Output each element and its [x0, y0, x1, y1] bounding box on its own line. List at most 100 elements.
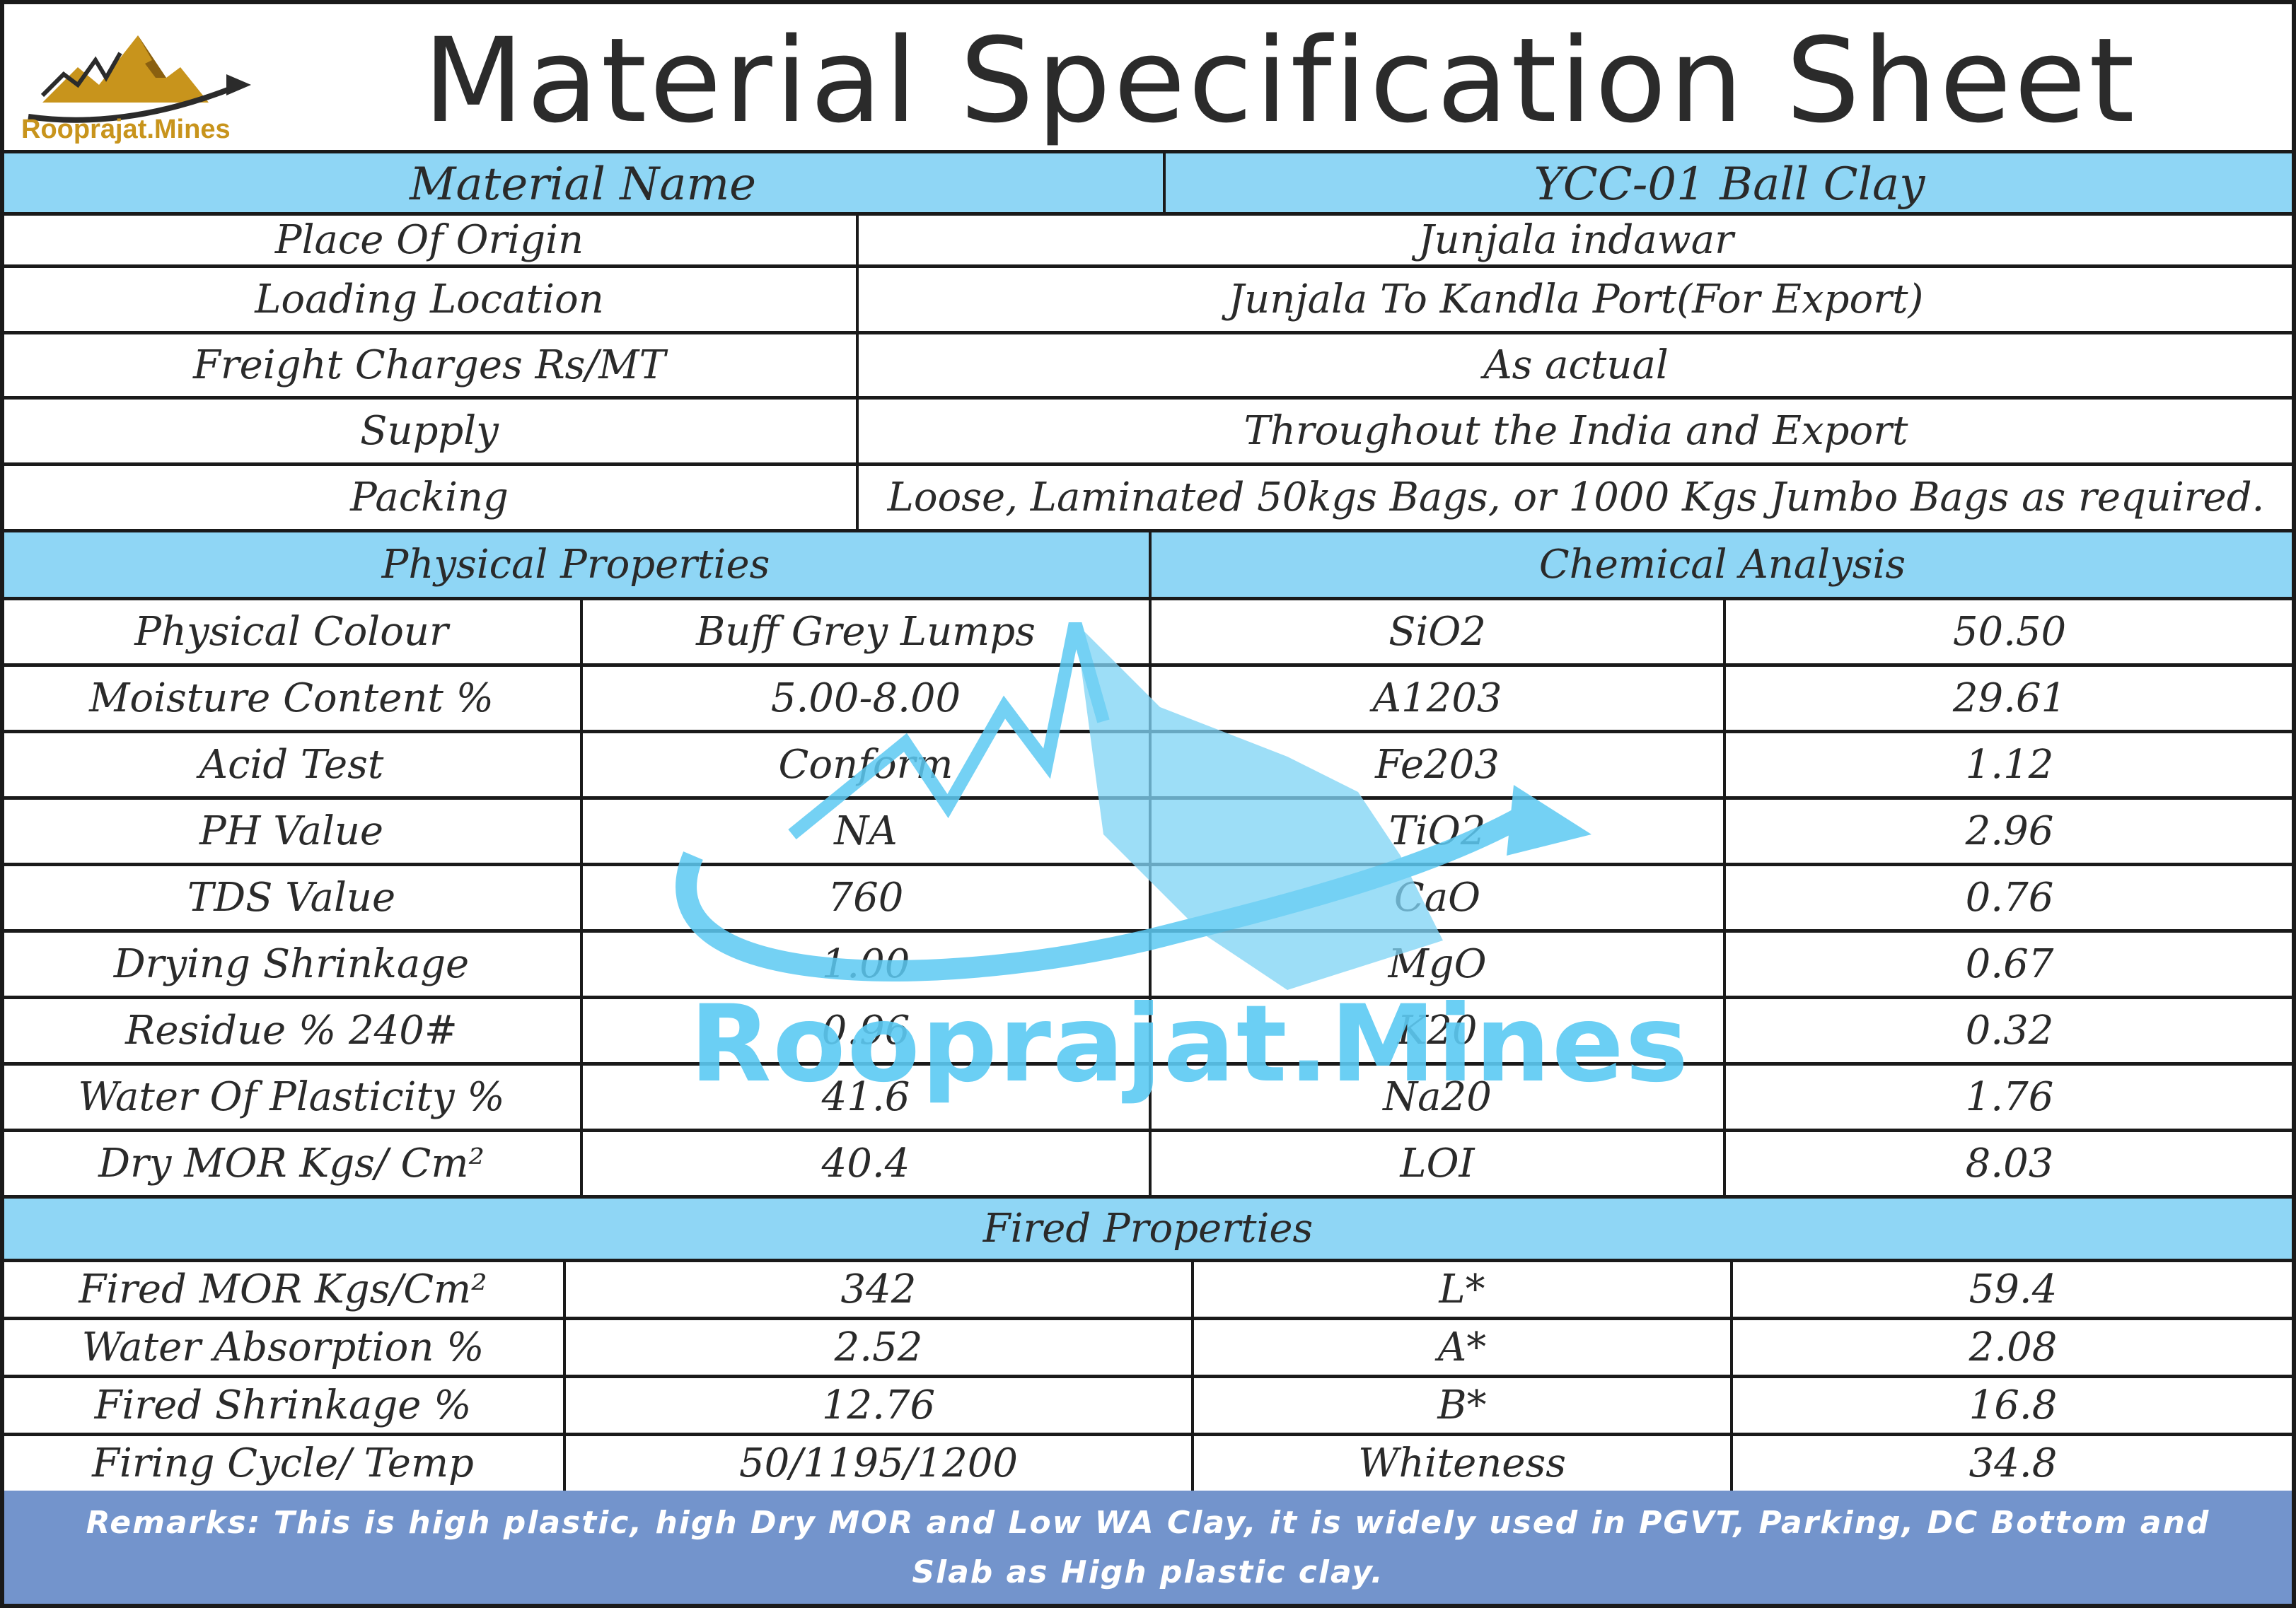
divider	[580, 800, 583, 863]
info-row: Loading Location Junjala To Kandla Port(F…	[3, 264, 2293, 331]
fired-property-value: 12.76	[821, 1382, 936, 1428]
info-row: Freight Charges Rs/MT As actual	[3, 331, 2293, 396]
divider	[580, 1132, 583, 1195]
divider	[1149, 1066, 1152, 1129]
fired-row: Fired Shrinkage % 12.76 B* 16.8	[3, 1375, 2293, 1433]
divider	[580, 999, 583, 1062]
divider	[1723, 1132, 1726, 1195]
color-property-label: Whiteness	[1358, 1440, 1566, 1486]
chemical-compound: Na20	[1383, 1074, 1492, 1120]
divider	[1149, 933, 1152, 996]
watermark-text: Rooprajat.Mines	[690, 983, 1690, 1106]
material-name-value: YCC-01 Ball Clay	[1533, 158, 1925, 211]
divider	[856, 216, 859, 264]
color-property-label: L*	[1439, 1266, 1485, 1312]
fired-properties-heading: Fired Properties	[982, 1206, 1314, 1252]
chemical-compound: K20	[1397, 1008, 1478, 1054]
divider	[1149, 999, 1152, 1062]
divider	[1723, 600, 1726, 663]
divider	[580, 933, 583, 996]
physical-property-label: Moisture Content %	[89, 675, 494, 721]
page-title: Material Specification Sheet	[423, 13, 2138, 148]
info-row: Supply Throughout the India and Export	[3, 396, 2293, 462]
divider	[580, 866, 583, 929]
divider	[580, 600, 583, 663]
info-label: Loading Location	[255, 276, 604, 322]
chemical-value: 50.50	[1952, 609, 2067, 655]
color-property-label: B*	[1437, 1382, 1487, 1428]
chemical-compound: Fe203	[1375, 742, 1500, 788]
fired-property-label: Firing Cycle/ Temp	[92, 1440, 474, 1486]
divider	[580, 733, 583, 796]
divider	[1723, 866, 1726, 929]
physical-property-value: 41.6	[821, 1074, 910, 1120]
physical-row: Physical Colour Buff Grey Lumps SiO2 50.50	[3, 597, 2293, 663]
physical-property-label: Residue % 240#	[125, 1008, 458, 1054]
chemical-value: 1.76	[1965, 1074, 2054, 1120]
material-name-label: Material Name	[409, 158, 757, 211]
divider	[563, 1320, 566, 1375]
fired-property-value: 2.52	[834, 1324, 923, 1370]
fired-row: Fired MOR Kgs/Cm² 342 L* 59.4	[3, 1259, 2293, 1317]
remarks-banner: Remarks: This is high plastic, high Dry …	[3, 1491, 2293, 1605]
chemical-value: 29.61	[1952, 675, 2067, 721]
divider	[1730, 1436, 1733, 1491]
divider	[1191, 1378, 1194, 1433]
physical-property-label: Water Of Plasticity %	[78, 1074, 505, 1120]
divider	[1191, 1262, 1194, 1317]
chemical-analysis-heading: Chemical Analysis	[1538, 542, 1906, 588]
physical-row: Dry MOR Kgs/ Cm² 40.4 LOI 8.03	[3, 1129, 2293, 1195]
divider	[1149, 866, 1152, 929]
chemical-compound: A1203	[1372, 675, 1502, 721]
chemical-compound: LOI	[1400, 1141, 1475, 1187]
divider	[1723, 800, 1726, 863]
divider	[1149, 1132, 1152, 1195]
color-property-label: A*	[1437, 1324, 1487, 1370]
divider	[856, 400, 859, 462]
color-property-value: 16.8	[1969, 1382, 2058, 1428]
divider	[1163, 153, 1166, 215]
divider	[1723, 999, 1726, 1062]
info-label: Freight Charges Rs/MT	[193, 342, 666, 388]
fired-row: Firing Cycle/ Temp 50/1195/1200 Whiteness 3…	[3, 1433, 2293, 1491]
physical-property-value: NA	[834, 808, 898, 854]
color-property-value: 59.4	[1969, 1266, 2058, 1312]
fired-property-label: Fired MOR Kgs/Cm²	[79, 1266, 487, 1312]
divider	[1723, 667, 1726, 730]
material-name-row: Material Name YCC-01 Ball Clay	[3, 150, 2293, 215]
physical-property-value: Buff Grey Lumps	[696, 609, 1036, 655]
physical-property-value: 760	[828, 875, 904, 921]
physical-property-label: Drying Shrinkage	[113, 941, 470, 987]
fired-properties-header: Fired Properties	[3, 1195, 2293, 1259]
chemical-compound: SiO2	[1388, 609, 1486, 655]
divider	[580, 667, 583, 730]
info-value: Junjala To Kandla Port(For Export)	[1228, 276, 1924, 322]
physical-property-value: 5.00-8.00	[770, 675, 961, 721]
mountain-logo-icon	[28, 35, 251, 123]
color-property-value: 34.8	[1969, 1440, 2058, 1486]
watermark-mountain-icon	[676, 622, 1591, 990]
divider	[1730, 1320, 1733, 1375]
divider	[1730, 1378, 1733, 1433]
properties-section-header: Physical Properties Chemical Analysis	[3, 529, 2293, 597]
chemical-value: 0.32	[1965, 1008, 2054, 1054]
physical-property-label: PH Value	[199, 808, 384, 854]
color-property-value: 2.08	[1969, 1324, 2058, 1370]
fired-property-label: Fired Shrinkage %	[94, 1382, 472, 1428]
info-label: Packing	[350, 474, 509, 520]
physical-property-label: Acid Test	[199, 742, 384, 788]
chemical-value: 0.76	[1965, 875, 2054, 921]
divider	[563, 1436, 566, 1491]
divider	[1730, 1262, 1733, 1317]
info-value: As actual	[1483, 342, 1669, 388]
physical-property-label: Dry MOR Kgs/ Cm²	[98, 1141, 485, 1187]
physical-property-value: 0.96	[821, 1008, 910, 1054]
fired-property-label: Water Absorption %	[81, 1324, 485, 1370]
info-label: Supply	[360, 408, 499, 454]
physical-property-label: Physical Colour	[134, 609, 448, 655]
chemical-value: 2.96	[1965, 808, 2054, 854]
divider	[856, 466, 859, 529]
divider	[1723, 1066, 1726, 1129]
physical-property-label: TDS Value	[187, 875, 396, 921]
